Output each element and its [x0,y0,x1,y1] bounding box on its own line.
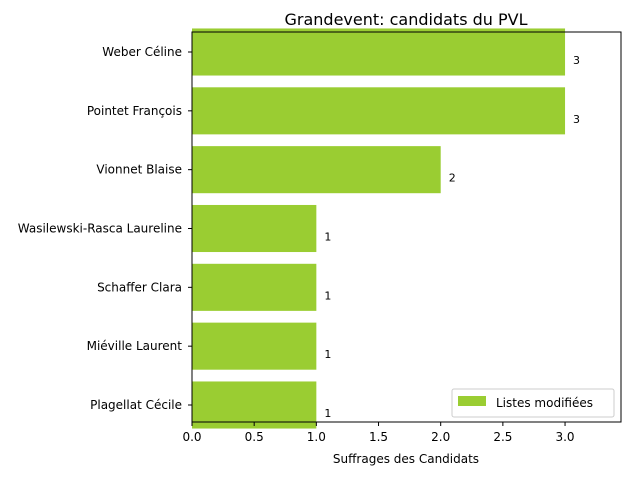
bar [192,87,566,135]
bar [192,204,317,253]
data-label: 2 [449,172,456,185]
y-tick-label: Miéville Laurent [87,339,183,353]
y-tick-label: Pointet François [87,104,182,118]
y-tick-label: Plagellat Cécile [90,398,182,412]
legend-swatch [458,396,486,406]
bar [192,381,317,429]
data-label: 3 [573,54,580,67]
x-tick-label: 1.0 [307,430,326,444]
bar [192,146,441,194]
chart-title: Grandevent: candidats du PVL [284,10,527,29]
x-tick-label: 0.5 [245,430,264,444]
data-labels-group: 3 3 2 1 1 1 1 [324,54,580,420]
data-label: 1 [324,407,331,420]
legend-frame [451,388,615,418]
x-axis-label: Suffrages des Candidats [333,452,479,466]
x-tick-label: 2.0 [431,430,450,444]
data-label: 1 [324,231,331,244]
y-tick-label: Weber Céline [102,45,182,59]
bar [192,322,317,370]
legend-label: Listes modifiées [496,396,593,410]
y-tick-label: Vionnet Blaise [96,163,182,177]
y-tick-label: Wasilewski-Rasca Laureline [18,222,182,236]
data-label: 1 [324,289,331,302]
bar [192,28,566,76]
x-tick-label: 0.0 [182,430,201,444]
x-tick-label: 1.5 [369,430,388,444]
data-label: 3 [573,113,580,126]
y-axis: Weber Céline Pointet François Vionnet Blai… [18,45,192,412]
plot-frame [191,31,622,423]
legend: Listes modifiées [451,388,615,418]
bar [192,263,317,311]
x-axis: 0.0 0.5 1.0 1.5 2.0 2.5 3.0 [182,422,575,444]
x-tick-label: 3.0 [555,430,574,444]
bars-group [192,28,566,429]
y-tick-label: Schaffer Clara [97,280,182,294]
x-tick-label: 2.5 [493,430,512,444]
data-label: 1 [324,348,331,361]
